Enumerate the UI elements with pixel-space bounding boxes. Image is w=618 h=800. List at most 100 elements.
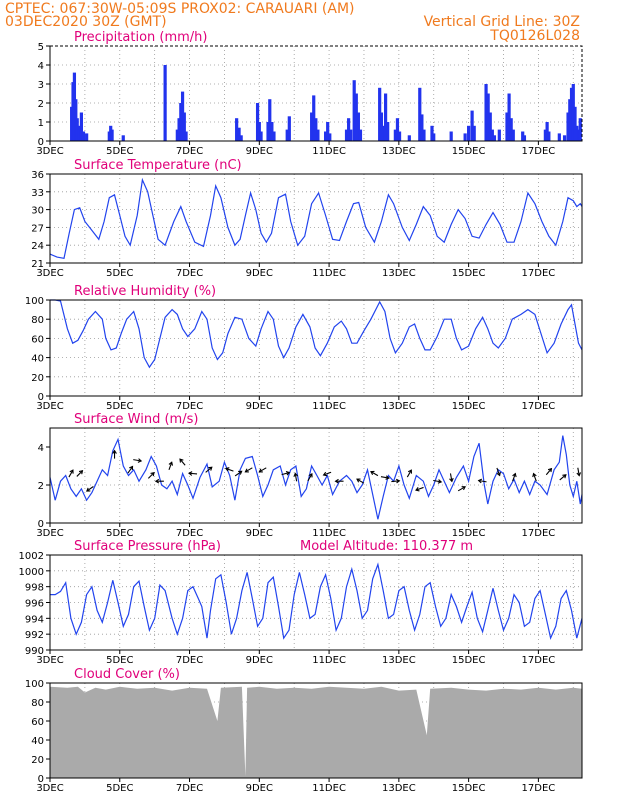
wind-arrow-shaft xyxy=(478,479,487,483)
surface-temperature-ytick-label: 27 xyxy=(31,223,44,234)
wind-arrow xyxy=(380,475,390,480)
wind-arrow-shaft xyxy=(356,478,365,484)
wind-arrow xyxy=(559,474,567,481)
relative-humidity-panel: 0 20 40 60 80 100 3DEC 5DEC 7DEC 9DEC 11DEC 13DEC 15… xyxy=(25,284,583,412)
precipitation-bar xyxy=(490,129,494,141)
precipitation-bar xyxy=(328,133,332,141)
wind-arrow-shaft xyxy=(294,473,298,482)
wind-arrow-shaft xyxy=(323,471,332,476)
precipitation-xtick-label: 11DEC xyxy=(312,146,346,157)
wind-arrow xyxy=(224,467,234,472)
wind-arrow-head xyxy=(154,478,160,484)
precipitation-ytick-label: 5 xyxy=(38,42,44,53)
surface-temperature-xtick-label: 13DEC xyxy=(382,268,416,279)
precipitation-bar xyxy=(486,93,490,141)
surface-pressure-ytick-label: 996 xyxy=(25,599,44,610)
precipitation-bar xyxy=(484,84,488,141)
wind-arrow-shaft xyxy=(406,469,412,478)
precipitation-ytick-label: 0 xyxy=(38,137,44,148)
wind-arrow xyxy=(293,472,299,482)
relative-humidity-xtick-label: 13DEC xyxy=(382,401,416,412)
precipitation-bar xyxy=(381,125,386,141)
surface-wind-xtick-label: 5DEC xyxy=(106,528,133,539)
cloud-cover-xtick-label: 5DEC xyxy=(106,783,133,794)
wind-arrow xyxy=(457,486,466,492)
wind-arrow-head xyxy=(293,472,299,477)
precipitation-bar xyxy=(522,135,527,141)
wind-arrow-shaft xyxy=(380,476,389,479)
surface-pressure-xtick-label: 13DEC xyxy=(382,655,416,666)
surface-pressure-xtick-label: 7DEC xyxy=(176,655,203,666)
precipitation-bar xyxy=(463,133,467,141)
wind-arrow-shaft xyxy=(512,473,516,482)
precipitation-bar xyxy=(272,131,276,141)
precipitation-ytick-label: 3 xyxy=(38,80,44,91)
header-grid-note: Vertical Grid Line: 30Z xyxy=(423,14,580,30)
precipitation-bar xyxy=(266,122,270,141)
wind-arrow xyxy=(370,470,379,477)
precipitation-bar xyxy=(509,118,513,141)
wind-arrow-head xyxy=(69,469,74,474)
wind-arrow-head xyxy=(129,465,134,471)
surface-pressure-panel: 990 992 994 996 998 1000 1002 3DEC 5DEC 7DEC 9DEC 1… xyxy=(19,539,583,666)
wind-arrow-head xyxy=(258,468,263,473)
precipitation-bar xyxy=(566,112,570,141)
wind-arrow xyxy=(415,486,424,492)
wind-arrow-head xyxy=(356,478,361,483)
wind-arrow xyxy=(168,461,174,470)
wind-arrow-shaft xyxy=(391,480,400,483)
relative-humidity-xtick-label: 17DEC xyxy=(522,401,556,412)
precipitation-ytick-label: 2 xyxy=(38,99,44,110)
wind-arrow xyxy=(307,473,313,482)
surface-temperature-title: Surface Temperature (nC) xyxy=(74,158,242,173)
wind-arrow-shaft xyxy=(577,467,580,476)
cloud-cover-xtick-label: 15DEC xyxy=(452,783,486,794)
surface-pressure-ytick-label: 1000 xyxy=(19,567,44,578)
surface-temperature-xtick-label: 15DEC xyxy=(452,268,486,279)
wind-arrow-head xyxy=(449,477,454,483)
wind-arrow-shaft xyxy=(188,472,198,475)
cloud-cover-area xyxy=(50,686,582,778)
cloud-cover-ytick-label: 80 xyxy=(31,698,44,709)
wind-arrow-head xyxy=(112,449,117,454)
wind-arrow-head xyxy=(179,458,184,463)
wind-arrow-head xyxy=(385,475,390,480)
precipitation-bar xyxy=(521,131,525,141)
wind-arrow-shaft xyxy=(545,468,552,476)
precipitation-xtick-label: 7DEC xyxy=(176,146,203,157)
precipitation-bar xyxy=(81,131,86,141)
wind-arrow xyxy=(406,469,413,478)
wind-arrow xyxy=(477,478,487,484)
wind-arrow-shaft xyxy=(496,467,501,476)
wind-arrow-head xyxy=(285,470,291,476)
precipitation-bar xyxy=(175,129,179,141)
precipitation-bar xyxy=(79,112,83,141)
wind-arrow-shaft xyxy=(127,466,133,474)
relative-humidity-ytick-label: 20 xyxy=(31,373,44,384)
wind-arrow-head xyxy=(370,470,375,475)
wind-arrow-head xyxy=(407,469,413,474)
precipitation-bar xyxy=(287,116,291,141)
precipitation-bar xyxy=(257,122,261,141)
wind-arrow-shaft xyxy=(234,470,242,477)
wind-arrow xyxy=(68,469,74,478)
surface-temperature-frame xyxy=(49,173,583,264)
wind-arrow-head xyxy=(437,479,443,484)
relative-humidity-xtick-label: 11DEC xyxy=(312,401,346,412)
cloud-cover-panel: 0 20 40 60 80 100 3DEC 5DEC 7DEC 9DEC 11DEC 13DEC 15… xyxy=(25,667,583,794)
wind-arrow xyxy=(112,449,117,459)
surface-wind-ytick-label: 0 xyxy=(38,519,44,530)
precipitation-bar xyxy=(568,99,572,141)
precipitation-bar xyxy=(182,112,186,141)
cloud-cover-title: Cloud Cover (%) xyxy=(74,667,180,682)
wind-arrow-shaft xyxy=(133,459,142,462)
precipitation-bar xyxy=(562,135,567,141)
wind-arrow-shaft xyxy=(205,466,213,473)
wind-arrow xyxy=(322,471,332,477)
precipitation-bar xyxy=(344,129,349,141)
surface-wind-line xyxy=(49,435,583,520)
wind-arrow-shaft xyxy=(76,470,83,477)
wind-arrow-head xyxy=(137,458,143,463)
surface-pressure-ytick-label: 994 xyxy=(25,614,44,625)
relative-humidity-ytick-label: 80 xyxy=(31,315,44,326)
